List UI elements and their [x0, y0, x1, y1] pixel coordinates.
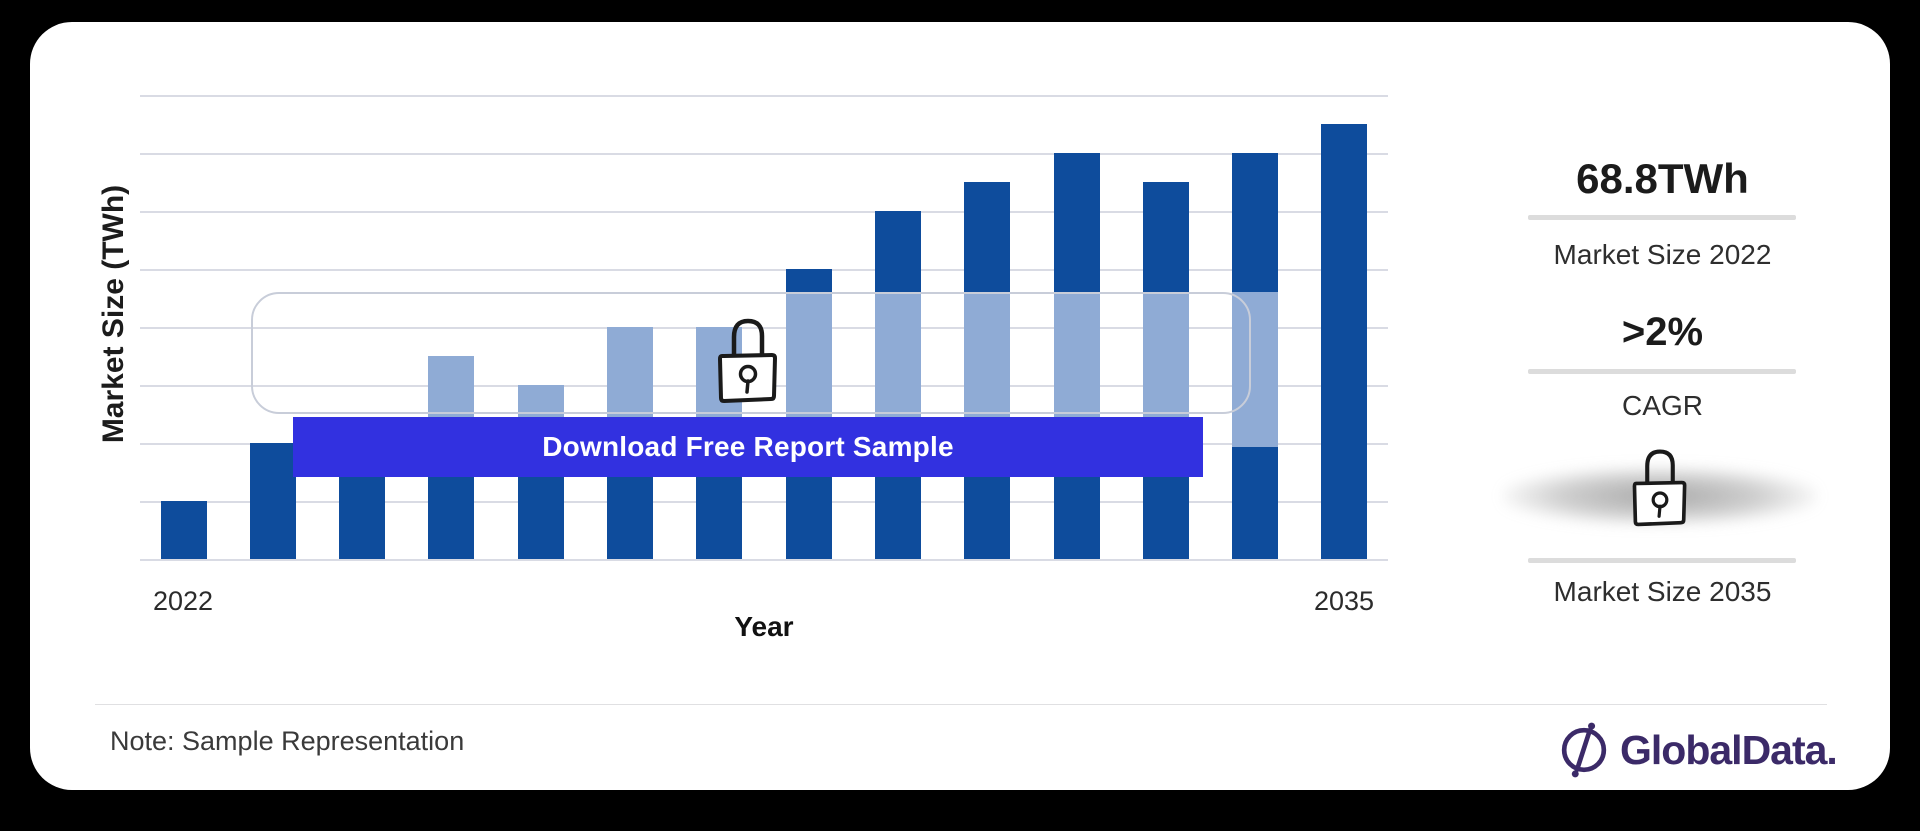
- bar-2022-segment: [160, 501, 207, 559]
- stats-divider-1: [1528, 215, 1796, 220]
- cagr-label: CAGR: [1622, 390, 1703, 421]
- bar-2034-segment: [1232, 153, 1279, 292]
- footer-divider: [95, 704, 1827, 705]
- locked-preview-box: [251, 292, 1251, 414]
- lock-icon: [1632, 449, 1687, 527]
- globaldata-logo: GlobalData.: [1558, 722, 1838, 778]
- bar-2033-segment: [1142, 182, 1189, 292]
- cagr-value: >2%: [1621, 310, 1704, 354]
- globaldata-wordmark: GlobalData.: [1620, 726, 1838, 773]
- market-size-2022-label: Market Size 2022: [1553, 239, 1772, 270]
- bar-2034-segment: [1232, 447, 1279, 559]
- gridline: [140, 269, 1388, 271]
- globaldata-circle-icon: [1561, 722, 1607, 778]
- x-axis-label: Year: [734, 611, 794, 642]
- bar-2031-segment: [964, 182, 1011, 292]
- report-card: [30, 22, 1890, 790]
- x-tick-2022: 2022: [152, 586, 214, 616]
- stats-divider-2: [1528, 369, 1796, 374]
- download-sample-button[interactable]: Download Free Report Sample: [293, 417, 1203, 477]
- gridline: [140, 95, 1388, 97]
- stats-divider-3: [1528, 558, 1796, 563]
- gridline: [140, 559, 1388, 561]
- bar-2029-segment: [785, 269, 832, 292]
- gridline: [140, 327, 1388, 329]
- note-text: Note: Sample Representation: [110, 726, 465, 756]
- y-axis-label: Market Size (TWh): [97, 184, 130, 444]
- gridline: [140, 501, 1388, 503]
- bar-2032-segment: [1053, 153, 1100, 292]
- market-size-2035-label: Market Size 2035: [1553, 576, 1772, 607]
- bar-2023-segment: [249, 443, 296, 559]
- bar-2030-segment: [874, 211, 921, 292]
- market-size-2022-value: 68.8TWh: [1576, 155, 1749, 202]
- gridline: [140, 153, 1388, 155]
- gridline: [140, 211, 1388, 213]
- x-tick-2035: 2035: [1313, 586, 1375, 616]
- lock-icon: [717, 318, 778, 404]
- bar-2035-segment: [1321, 124, 1368, 559]
